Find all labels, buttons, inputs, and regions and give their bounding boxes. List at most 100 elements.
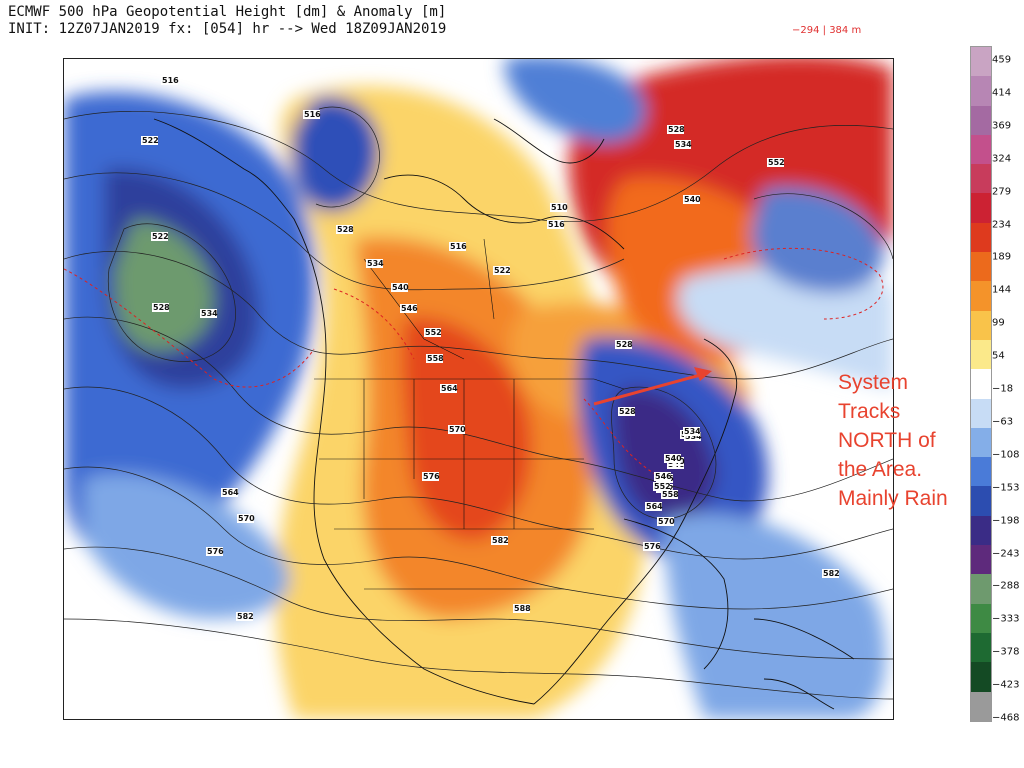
colorbar-swatch — [971, 310, 991, 340]
contour-label: 522 — [142, 136, 159, 145]
contour-label-bg — [448, 425, 465, 434]
contour-label-bg — [615, 340, 632, 349]
contour-label-bg — [422, 472, 439, 481]
colorbar-tick-label: −288 — [992, 580, 1020, 592]
contour-label: 570 — [238, 514, 255, 523]
contour-label-bg — [643, 542, 660, 551]
colorbar-tick-label: 144 — [992, 284, 1012, 296]
anomaly-colorbar — [970, 46, 992, 722]
contour-label-bg — [152, 303, 169, 312]
colorbar-tick-label: 414 — [992, 87, 1012, 99]
contour-label-bg — [237, 514, 254, 523]
colorbar-swatch — [971, 369, 991, 399]
contour-label: 582 — [237, 612, 254, 621]
chart-title: ECMWF 500 hPa Geopotential Height [dm] &… — [8, 4, 447, 20]
contour-label-bg — [513, 604, 530, 613]
contour-label-bg — [336, 225, 353, 234]
colorbar-swatch — [971, 281, 991, 311]
colorbar-tick-label: 369 — [992, 120, 1012, 132]
contour-label: 570 — [658, 517, 675, 526]
contour-label: 552 — [654, 482, 671, 491]
colorbar-swatch — [971, 574, 991, 604]
contour-label: 516 — [304, 110, 321, 119]
contour-label-bg — [491, 536, 508, 545]
contour-label: 528 — [668, 125, 685, 134]
colorbar-tick-label: −63 — [992, 416, 1014, 428]
borders — [314, 238, 625, 590]
colorbar-tick-label: −108 — [992, 449, 1020, 461]
colorbar-swatch — [971, 339, 991, 370]
contour-label: 528 — [153, 303, 170, 312]
colorbar-swatch — [971, 662, 991, 692]
colorbar-tick-label: −468 — [992, 712, 1020, 724]
colorbar-swatch — [971, 47, 991, 77]
contour-label-bg — [440, 384, 457, 393]
contour-label: 546 — [401, 304, 418, 313]
contour-label: 510 — [551, 203, 568, 212]
contour-label-bg — [683, 195, 700, 204]
annotation-line: System — [838, 371, 909, 394]
annotation-line: NORTH of — [838, 429, 936, 452]
init-forecast-time: INIT: 12Z07JAN2019 fx: [054] hr --> Wed … — [8, 21, 447, 37]
contour-label: 522 — [152, 232, 169, 241]
contour-label: 540 — [684, 195, 701, 204]
contour-label-bg — [424, 328, 441, 337]
contour-label-bg — [683, 427, 700, 436]
colorbar-ticks: 459 414 369 324 279 234 189 144 99 54 −18 −63 −108 −1… — [992, 46, 1024, 724]
contour-label: 534 — [367, 259, 384, 268]
contour-label-bg — [661, 490, 678, 499]
colorbar-swatch — [971, 603, 991, 633]
contour-label-bg — [822, 569, 839, 578]
contour-label-bg — [366, 259, 383, 268]
contour-label-bg — [303, 110, 320, 119]
colorbar-swatch — [971, 105, 991, 135]
contour-label-bg — [674, 140, 691, 149]
contour-label: 552 — [768, 158, 785, 167]
contour-label-bg — [547, 220, 564, 229]
contour-label-bg — [493, 266, 510, 275]
colorbar-tick-label: −423 — [992, 679, 1020, 691]
contour-label: 564 — [222, 488, 239, 497]
contour-label-bg — [151, 232, 168, 241]
contour-label-bg — [550, 203, 567, 212]
contour-label: 516 — [162, 76, 179, 85]
colorbar-tick-label: −18 — [992, 383, 1014, 395]
contour-labels: 5165225225285345165285345165225405465525… — [141, 76, 840, 621]
colorbar-tick-label: 189 — [992, 251, 1012, 263]
contour-label: 588 — [514, 604, 531, 613]
contour-label: 516 — [450, 242, 467, 251]
contour-label: 522 — [494, 266, 511, 275]
contour-label: 564 — [646, 502, 663, 511]
contour-label-bg — [400, 304, 417, 313]
coastlines — [153, 118, 855, 710]
colorbar-swatch — [971, 164, 991, 194]
contour-label: 546 — [655, 472, 672, 481]
weather-map: 516 522 522 528 534 516 528 534 516 522 540 546 552 5… — [63, 58, 894, 720]
contour-label: 558 — [427, 354, 444, 363]
contour-label: 552 — [425, 328, 442, 337]
contour-label: 558 — [662, 490, 679, 499]
colorbar-tick-label: −378 — [992, 646, 1020, 658]
contour-label: 516 — [548, 220, 565, 229]
contour-label: 534 — [684, 427, 701, 436]
contour-label-bg — [141, 136, 158, 145]
colorbar-swatch — [971, 76, 991, 106]
colorbar-swatch — [971, 193, 991, 223]
contour-label-bg — [449, 242, 466, 251]
annotation-line: Mainly Rain — [838, 487, 948, 510]
contour-label: 528 — [337, 225, 354, 234]
contour-label-bg — [645, 502, 662, 511]
contour-label-bg — [664, 454, 681, 463]
contour-label: 534 — [675, 140, 692, 149]
colorbar-swatch — [971, 515, 991, 546]
annotation-line: the Area. — [838, 458, 923, 481]
colorbar-swatch — [971, 252, 991, 282]
contour-label-bg — [236, 612, 253, 621]
colorbar-swatch — [971, 398, 991, 428]
contour-label-bg — [654, 472, 671, 481]
contour-label: 534 — [685, 432, 702, 441]
contour-label-bg — [391, 283, 408, 292]
contour-label-bg — [221, 488, 238, 497]
anomaly-range: −294 | 384 m — [792, 25, 862, 36]
colorbar-swatch — [971, 222, 991, 253]
